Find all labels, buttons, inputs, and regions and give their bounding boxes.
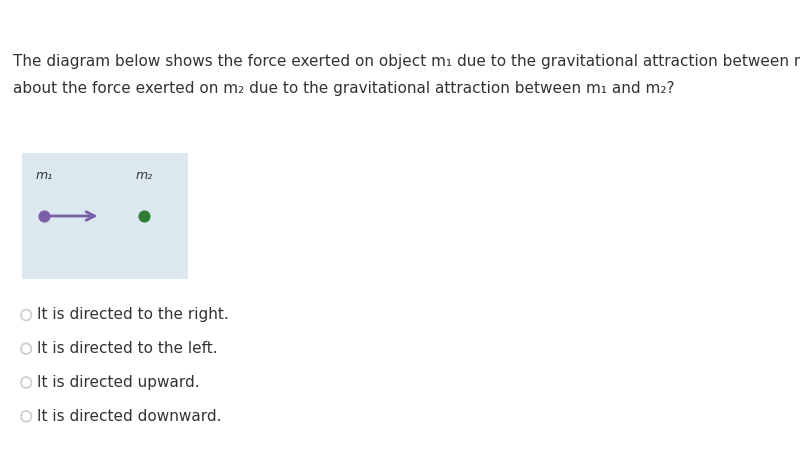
Text: It is directed to the right.: It is directed to the right. xyxy=(37,307,229,323)
Text: It is directed to the left.: It is directed to the left. xyxy=(37,341,218,356)
Text: about the force exerted on m₂ due to the gravitational attraction between m₁ and: about the force exerted on m₂ due to the… xyxy=(13,81,674,96)
FancyBboxPatch shape xyxy=(22,153,188,279)
Point xyxy=(38,212,50,220)
Point xyxy=(138,212,150,220)
Text: It is directed downward.: It is directed downward. xyxy=(37,409,222,424)
Text: It is directed upward.: It is directed upward. xyxy=(37,375,200,390)
Text: m₁: m₁ xyxy=(35,169,52,182)
Text: The diagram below shows the force exerted on object m₁ due to the gravitational : The diagram below shows the force exerte… xyxy=(13,54,800,69)
Text: m₂: m₂ xyxy=(135,169,153,182)
